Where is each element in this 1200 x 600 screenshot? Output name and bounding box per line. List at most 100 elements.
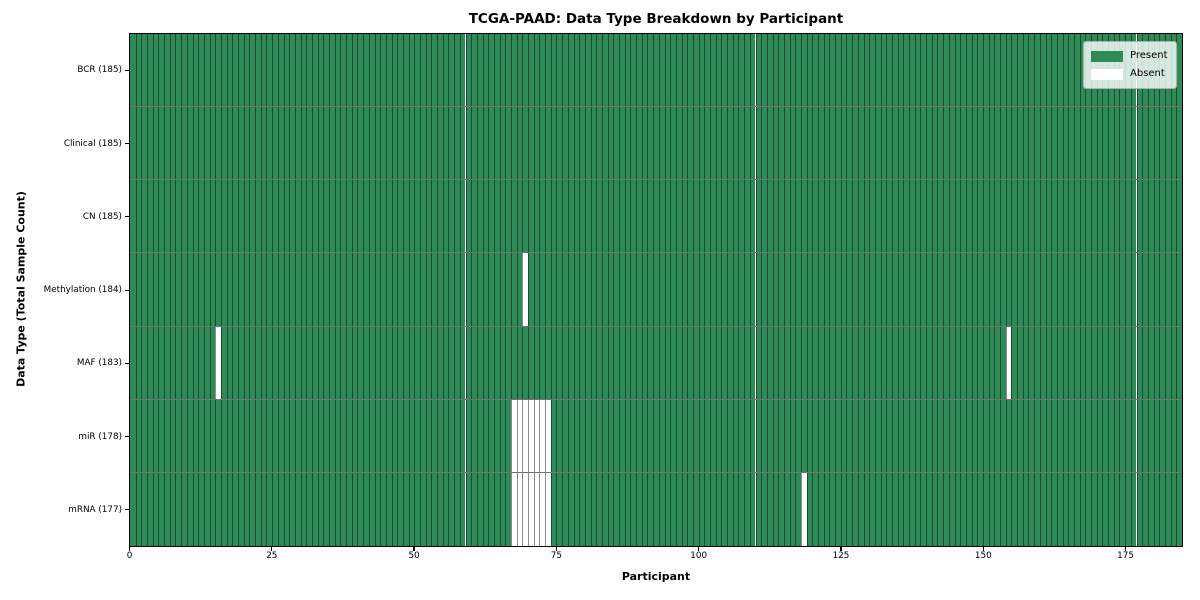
present-cell — [954, 34, 961, 107]
present-cell — [732, 180, 739, 253]
present-cell — [954, 107, 961, 180]
present-cell — [277, 180, 284, 253]
present-cell — [789, 326, 796, 399]
present-cell — [329, 34, 335, 107]
present-cell — [647, 253, 654, 326]
present-cell — [528, 180, 534, 253]
present-cell — [408, 326, 415, 399]
present-cell — [243, 253, 250, 326]
present-cell — [397, 253, 403, 326]
present-cell — [1159, 107, 1165, 180]
present-cell — [715, 34, 722, 107]
present-cell — [175, 180, 182, 253]
x-tick-label: 50 — [408, 551, 420, 561]
present-cell — [1136, 107, 1143, 180]
present-cell — [624, 399, 631, 472]
present-cell — [249, 180, 256, 253]
present-cell — [846, 180, 853, 253]
present-cell — [448, 399, 455, 472]
present-cell — [926, 34, 932, 107]
present-cell — [1062, 253, 1069, 326]
present-cell — [545, 107, 551, 180]
present-cell — [437, 326, 443, 399]
present-cell — [135, 253, 142, 326]
present-cell — [971, 180, 978, 253]
present-cell — [311, 34, 318, 107]
present-cell — [1062, 399, 1069, 472]
present-cell — [965, 472, 972, 546]
present-cell — [909, 253, 915, 326]
present-cell — [158, 107, 165, 180]
present-cell — [414, 472, 420, 546]
present-cell — [653, 180, 659, 253]
present-cell — [516, 34, 523, 107]
present-cell — [926, 107, 932, 180]
present-cell — [454, 472, 460, 546]
present-cell — [317, 180, 324, 253]
present-cell — [1022, 399, 1029, 472]
present-cell — [215, 107, 221, 180]
present-cell — [852, 180, 858, 253]
present-cell — [186, 253, 193, 326]
present-cell — [283, 107, 290, 180]
present-cell — [272, 399, 278, 472]
present-cell — [1125, 472, 1131, 546]
present-cell — [721, 253, 728, 326]
present-cell — [778, 253, 784, 326]
present-cell — [175, 107, 182, 180]
present-cell — [1136, 253, 1143, 326]
present-cell — [727, 107, 733, 180]
present-cell — [891, 34, 898, 107]
present-cell — [766, 180, 773, 253]
present-cell — [897, 34, 904, 107]
present-cell — [1017, 472, 1023, 546]
present-cell — [653, 34, 659, 107]
present-cell — [346, 107, 352, 180]
present-cell — [545, 180, 551, 253]
present-cell — [255, 472, 261, 546]
present-cell — [499, 472, 506, 546]
present-cell — [1039, 472, 1046, 546]
present-cell — [931, 472, 938, 546]
present-cell — [550, 253, 557, 326]
present-cell — [562, 326, 568, 399]
present-cell — [402, 34, 409, 107]
present-cell — [1034, 253, 1040, 326]
present-cell — [528, 253, 534, 326]
present-cell — [186, 107, 193, 180]
present-cell — [744, 472, 750, 546]
present-cell — [943, 34, 949, 107]
present-cell — [198, 399, 204, 472]
present-cell — [886, 472, 892, 546]
present-cell — [653, 253, 659, 326]
present-cell — [801, 326, 807, 399]
present-cell — [437, 107, 443, 180]
present-cell — [920, 34, 927, 107]
present-cell — [971, 34, 978, 107]
present-cell — [402, 472, 409, 546]
present-cell — [806, 180, 813, 253]
present-cell — [499, 253, 506, 326]
present-cell — [238, 399, 244, 472]
present-cell — [914, 34, 921, 107]
present-cell — [385, 34, 392, 107]
present-cell — [783, 34, 790, 107]
present-cell — [1170, 107, 1177, 180]
present-cell — [340, 180, 347, 253]
present-cell — [454, 180, 460, 253]
heatmap-row-miR — [130, 399, 1182, 473]
present-cell — [994, 253, 1001, 326]
present-cell — [965, 180, 972, 253]
present-cell — [823, 472, 830, 546]
present-cell — [334, 399, 341, 472]
present-cell — [459, 253, 466, 326]
present-cell — [340, 34, 347, 107]
present-cell — [1153, 472, 1160, 546]
present-cell — [243, 326, 250, 399]
present-cell — [431, 34, 438, 107]
present-cell — [704, 472, 710, 546]
present-cell — [766, 399, 773, 472]
present-cell — [186, 34, 193, 107]
x-tick-mark — [698, 547, 700, 551]
present-cell — [1170, 472, 1177, 546]
